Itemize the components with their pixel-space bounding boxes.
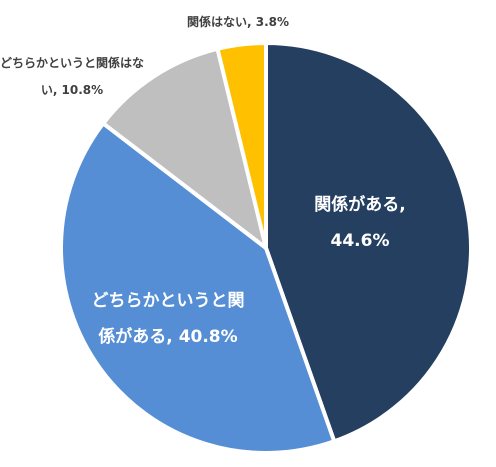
pie-slice-label-line: 関係がある,: [314, 194, 405, 215]
pie-slice-label-line: どちらかというと関: [92, 291, 245, 311]
pie-slice-label-line: どちらかというと関係はな: [0, 55, 144, 70]
pie-slice-label-line: 44.6%: [331, 231, 390, 251]
pie-labels: 関係がある, 44.6%どちらかというと関係がある, 40.8%どちらかというと関…: [0, 14, 406, 347]
pie-slice-2: [59, 121, 337, 455]
pie-slice-4: [215, 41, 268, 250]
pie-slice-label-3: どちらかというと関係はない, 10.8%: [0, 55, 144, 97]
pie-slice-label-line: 係がある, 40.8%: [98, 326, 237, 347]
pie-slice-label-4: 関係はない, 3.8%: [187, 14, 289, 29]
pie-slices: [59, 41, 473, 455]
pie-slice-label-line: 関係はない, 3.8%: [187, 14, 289, 29]
pie-slice-label-2: どちらかというと関係がある, 40.8%: [92, 291, 245, 347]
pie-slice-3: [101, 46, 268, 250]
pie-slice-label-line: い, 10.8%: [41, 83, 103, 97]
pie-slice-label-1: 関係がある, 44.6%: [314, 194, 405, 251]
pie-slice-1: [264, 41, 473, 444]
